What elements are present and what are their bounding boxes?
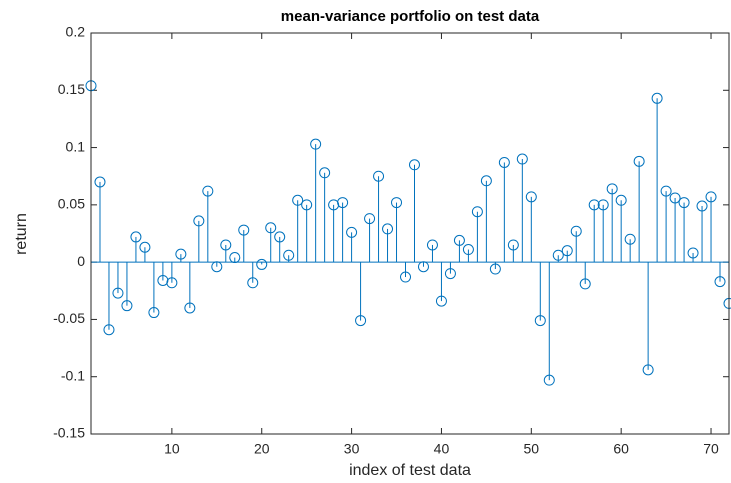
stem-marker — [426, 239, 438, 251]
stem-marker — [552, 249, 564, 261]
stem-marker — [687, 247, 699, 259]
stem-marker — [516, 153, 528, 165]
stem-marker — [543, 374, 555, 386]
stem-marker — [480, 175, 492, 187]
stem-marker — [561, 245, 573, 257]
stem-marker — [471, 206, 483, 218]
stem-marker — [193, 215, 205, 227]
plot-frame — [90, 32, 730, 435]
stem-marker — [211, 261, 223, 273]
stem-marker — [606, 183, 618, 195]
stem-marker — [391, 197, 403, 209]
stem-marker — [202, 185, 214, 197]
stem-marker — [678, 197, 690, 209]
stem-marker — [373, 170, 385, 182]
stem-marker — [337, 197, 349, 209]
stem-marker — [175, 248, 187, 260]
y-tick-label: 0.2 — [66, 24, 86, 40]
y-tick-label: 0 — [77, 253, 85, 269]
stem-marker — [400, 271, 412, 283]
stem-marker — [247, 277, 259, 289]
stem-marker — [103, 324, 115, 336]
stem-marker — [292, 194, 304, 206]
stem-marker — [696, 200, 708, 212]
x-tick-label: 60 — [613, 441, 629, 457]
stem-marker — [498, 156, 510, 168]
stem-marker — [283, 249, 295, 261]
stem-marker — [256, 258, 268, 270]
stem-marker — [570, 225, 582, 237]
stem-marker — [319, 167, 331, 179]
stem-marker — [220, 239, 232, 251]
stem-marker — [355, 315, 367, 327]
stem-marker — [723, 297, 731, 309]
stem-marker — [112, 287, 124, 299]
stem-marker — [588, 199, 600, 211]
stem-marker — [274, 231, 286, 243]
y-tick-label: 0.05 — [58, 196, 85, 212]
stem-marker — [139, 241, 151, 253]
y-tick-label: 0.15 — [58, 81, 85, 97]
stem-marker — [633, 155, 645, 167]
stem-marker — [238, 224, 250, 236]
stem-marker — [624, 233, 636, 245]
stem-marker — [148, 307, 160, 319]
stem-marker — [453, 234, 465, 246]
stem-marker — [615, 194, 627, 206]
stem-marker — [408, 159, 420, 171]
y-tick-label: 0.1 — [66, 138, 86, 154]
stem-marker — [184, 302, 196, 314]
stem-marker — [597, 199, 609, 211]
x-tick-label: 30 — [344, 441, 360, 457]
x-tick-label: 20 — [254, 441, 270, 457]
stem-marker — [364, 213, 376, 225]
x-tick-label: 50 — [524, 441, 540, 457]
stem-marker — [301, 199, 313, 211]
stem-marker — [346, 226, 358, 238]
stem-marker — [121, 300, 133, 312]
stem-marker — [94, 176, 106, 188]
x-tick-label: 70 — [703, 441, 719, 457]
stem-marker — [651, 92, 663, 104]
y-tick-label: -0.1 — [61, 367, 85, 383]
y-tick-label: -0.05 — [53, 310, 85, 326]
stem-marker — [462, 244, 474, 256]
stem-marker — [534, 315, 546, 327]
x-tick-label: 10 — [164, 441, 180, 457]
stem-marker — [229, 252, 241, 264]
stem-marker — [444, 268, 456, 280]
y-tick-label: -0.15 — [53, 425, 85, 441]
stem-marker — [130, 231, 142, 243]
y-axis-label: return — [13, 213, 30, 255]
stem-marker — [166, 277, 178, 289]
stem-marker — [417, 261, 429, 273]
stem-marker — [265, 222, 277, 234]
stem-marker — [642, 364, 654, 376]
stem-marker — [714, 276, 726, 288]
stem-marker — [669, 192, 681, 204]
stem-marker — [507, 239, 519, 251]
stem-marker — [525, 191, 537, 203]
chart-title: mean-variance portfolio on test data — [281, 8, 540, 25]
stem-marker — [382, 223, 394, 235]
stem-marker — [579, 278, 591, 290]
stem-marker — [660, 185, 672, 197]
stem-marker — [435, 295, 447, 307]
stem-marker — [310, 138, 322, 150]
stem-marker — [705, 191, 717, 203]
stem-marker — [489, 263, 501, 275]
x-tick-label: 40 — [434, 441, 450, 457]
x-axis-label: index of test data — [349, 462, 471, 479]
